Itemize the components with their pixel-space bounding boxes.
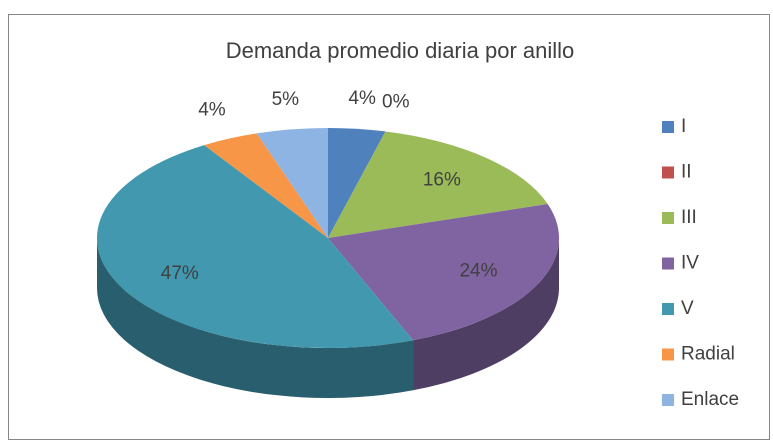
pie-slice (204, 133, 328, 238)
data-label: 16% (423, 169, 461, 190)
pie-side (413, 238, 559, 391)
legend-swatch (662, 303, 674, 315)
legend-swatch (662, 257, 674, 270)
legend-label: I (681, 116, 686, 137)
data-label: 47% (161, 263, 199, 284)
legend-swatch (662, 212, 674, 224)
legend-swatch (662, 394, 674, 406)
legend-label: III (681, 207, 697, 228)
legend-label: IV (681, 253, 699, 274)
data-label: 24% (459, 261, 497, 282)
pie-slice (96, 145, 414, 349)
pie-slice (328, 131, 548, 238)
legend-label: II (681, 162, 692, 183)
data-label: 4% (348, 88, 376, 109)
legend-swatch (662, 166, 674, 179)
legend-swatch (662, 348, 674, 361)
legend-swatch (662, 121, 674, 133)
pie-slice (328, 128, 386, 238)
pie-side (97, 238, 414, 399)
data-label: 4% (198, 100, 226, 121)
chart-title: Demanda promedio diaria por anillo (226, 38, 575, 63)
data-label: 5% (272, 89, 300, 110)
pie-slice (256, 128, 328, 238)
legend-label: Enlace (681, 389, 739, 410)
legend-label: Radial (681, 344, 735, 365)
legend-label: V (681, 298, 694, 319)
data-label: 0% (382, 91, 410, 112)
pie-slice (328, 204, 559, 341)
